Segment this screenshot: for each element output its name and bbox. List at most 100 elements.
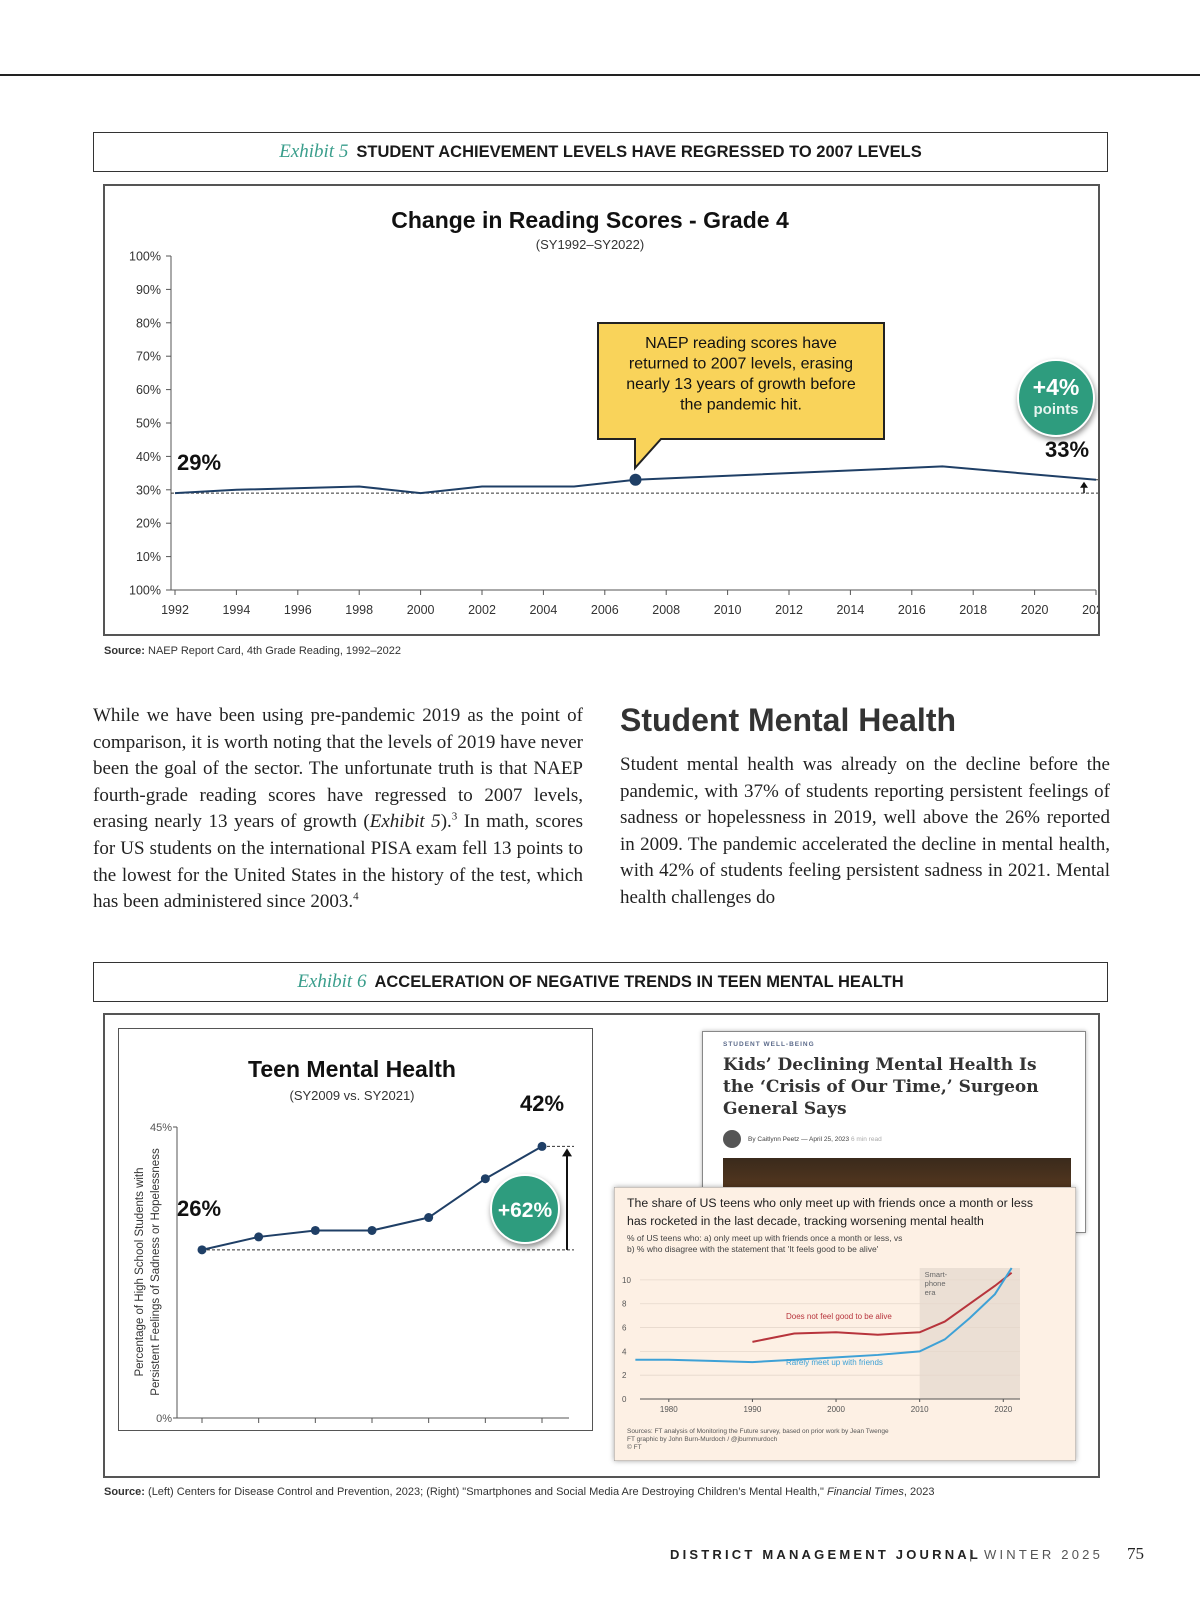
callout-text: NAEP reading scores have — [645, 335, 837, 352]
shaded-label: Smart- — [925, 1270, 948, 1279]
source-text: (Left) Centers for Disease Control and P… — [148, 1486, 827, 1498]
page-number: 75 — [1127, 1544, 1144, 1563]
ft-chart: The share of US teens who only meet up w… — [614, 1187, 1076, 1461]
x-tick-label: 2012 — [775, 603, 803, 617]
data-point — [480, 1174, 490, 1184]
chart-title: Change in Reading Scores - Grade 4 — [391, 207, 789, 233]
shaded-label: era — [925, 1288, 937, 1297]
footnote-ref: 3 — [451, 811, 458, 824]
data-point — [537, 1141, 547, 1151]
exhibit-frame — [103, 1013, 1100, 1478]
ft-source: FT graphic by John Burn-Murdoch / @jburn… — [627, 1436, 778, 1443]
exhibit-label: Exhibit 5 — [279, 141, 349, 162]
arrow-head — [1080, 481, 1088, 488]
top-rule — [0, 74, 1200, 76]
body-paragraph: Student mental health was already on the… — [620, 754, 1110, 908]
clip-kicker: STUDENT WELL-BEING — [723, 1041, 815, 1048]
series-label: Rarely meet up with friends — [786, 1358, 883, 1367]
x-tick-label: 2019 — [471, 1428, 500, 1431]
callout-box — [597, 322, 885, 471]
x-tick-label: 1980 — [660, 1405, 678, 1414]
separator: | — [969, 1547, 976, 1562]
chart-title: Teen Mental Health — [248, 1056, 456, 1082]
badge — [490, 1174, 560, 1244]
y-axis-label: Persistent Feelings of Sadness or Hopele… — [150, 1148, 162, 1396]
exhibit-title: ACCELERATION OF NEGATIVE TRENDS IN TEEN … — [374, 972, 904, 991]
x-tick-label: 2020 — [994, 1405, 1012, 1414]
source-note: Source: (Left) Centers for Disease Contr… — [104, 1486, 935, 1498]
x-tick-label: 2008 — [652, 603, 680, 617]
x-tick-label: 2015 — [358, 1428, 387, 1431]
highlight-point — [629, 473, 642, 486]
ft-source: Sources: FT analysis of Monitoring the F… — [627, 1428, 889, 1435]
x-tick-label: 2009 — [188, 1428, 217, 1431]
clip-byline: By Caitlynn Peetz — April 25, 2023 6 min… — [748, 1136, 882, 1143]
y-tick-label: 80% — [136, 316, 161, 330]
x-tick-label: 1998 — [345, 603, 373, 617]
journal-name: DISTRICT MANAGEMENT JOURNAL — [670, 1547, 982, 1562]
end-label: 42% — [520, 1091, 564, 1116]
x-tick-label: 2004 — [529, 603, 557, 617]
series-line — [752, 1271, 1013, 1343]
x-tick-label: 1990 — [744, 1405, 762, 1414]
source-label: Source: — [104, 1486, 145, 1498]
data-point — [310, 1225, 320, 1235]
y-tick-label: 45% — [150, 1122, 172, 1134]
badge-value: +4% — [1033, 374, 1080, 400]
byline: By Caitlynn Peetz — April 25, 2023 — [748, 1136, 850, 1143]
y-tick-label: 30% — [136, 483, 161, 497]
x-tick-label: 1996 — [284, 603, 312, 617]
exhibit-title: STUDENT ACHIEVEMENT LEVELS HAVE REGRESSE… — [356, 142, 922, 161]
x-tick-label: 2020 — [1021, 603, 1049, 617]
issue: WINTER 2025 — [984, 1547, 1104, 1562]
callout-text: returned to 2007 levels, erasing — [629, 356, 853, 373]
source-text: Financial Times — [826, 1486, 904, 1498]
x-tick-label: 2018 — [959, 603, 987, 617]
exhibit-label: Exhibit 6 — [297, 971, 367, 992]
ft-title: The share of US teens who only meet up w… — [627, 1196, 1033, 1210]
x-tick-label: 2002 — [468, 603, 496, 617]
start-label: 29% — [177, 450, 221, 475]
x-tick-label: 2014 — [836, 603, 864, 617]
y-tick-label: 4 — [622, 1347, 627, 1356]
y-tick-label: 40% — [136, 450, 161, 464]
y-tick-label: 50% — [136, 417, 161, 431]
ft-subtitle: b) % who disagree with the statement tha… — [627, 1244, 879, 1254]
chart-subtitle: (SY1992–SY2022) — [536, 237, 644, 252]
reading-chart: Change in Reading Scores - Grade 4 (SY199… — [103, 184, 1100, 636]
read-time: 6 min read — [850, 1136, 882, 1143]
source-text: NAEP Report Card, 4th Grade Reading, 199… — [148, 645, 401, 657]
x-tick-label: 2000 — [407, 603, 435, 617]
y-axis-label: Percentage of High School Students with — [134, 1167, 146, 1376]
x-tick-label: 2022 — [1082, 603, 1100, 617]
body-paragraph: While we have been using pre-pandemic 20… — [93, 703, 583, 916]
exhibit-header: Exhibit 6 ACCELERATION OF NEGATIVE TREND… — [93, 962, 1108, 1002]
y-tick-label: 70% — [136, 350, 161, 364]
footnote-ref: 4 — [353, 890, 359, 903]
x-tick-label: 2006 — [591, 603, 619, 617]
source-text: , 2023 — [903, 1486, 935, 1498]
exhibit-header: Exhibit 5 STUDENT ACHIEVEMENT LEVELS HAV… — [93, 132, 1108, 172]
x-tick-label: 1992 — [161, 603, 189, 617]
chart-subtitle: (SY2009 vs. SY2021) — [289, 1088, 414, 1103]
badge-unit: points — [1034, 401, 1079, 418]
y-tick-label: 90% — [136, 283, 161, 297]
y-tick-label: 2 — [622, 1371, 627, 1380]
y-tick-label: 0% — [156, 1413, 172, 1425]
data-point — [424, 1213, 434, 1223]
section-heading: Student Mental Health — [620, 702, 957, 738]
x-tick-label: 2010 — [911, 1405, 929, 1414]
x-tick-label: 2021 — [528, 1428, 557, 1431]
clip-headline: Kids’ Declining Mental Health Is the ‘Cr… — [723, 1055, 1039, 1119]
ft-subtitle: % of US teens who: a) only meet up with … — [627, 1233, 902, 1243]
source-label: Source: — [104, 645, 145, 657]
x-tick-label: 1994 — [222, 603, 250, 617]
end-label: 33% — [1045, 437, 1089, 462]
ft-title: has rocketed in the last decade, trackin… — [627, 1214, 984, 1228]
y-tick-label: 60% — [136, 383, 161, 397]
author-avatar — [723, 1130, 741, 1148]
shaded-label: phone — [925, 1279, 946, 1288]
x-tick-label: 2010 — [714, 603, 742, 617]
y-tick-label: 0 — [622, 1395, 627, 1404]
